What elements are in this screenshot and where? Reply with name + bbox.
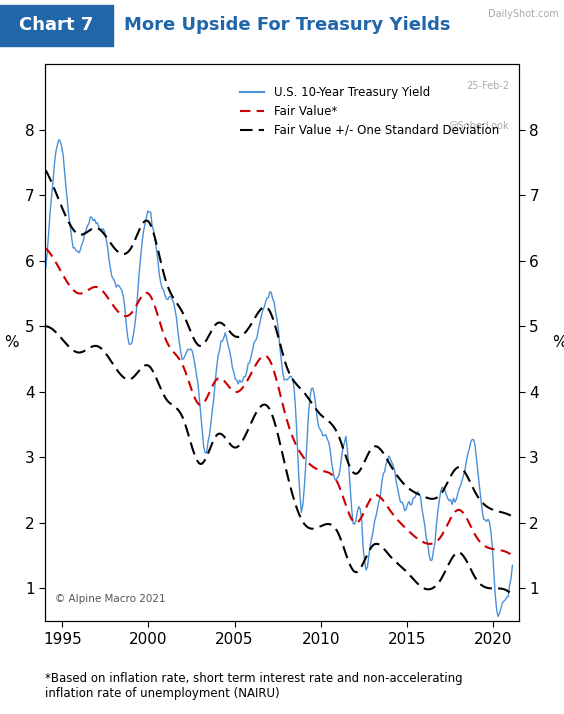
Text: Chart 7: Chart 7 — [19, 16, 94, 34]
Text: 25-Feb-2: 25-Feb-2 — [466, 81, 509, 91]
FancyBboxPatch shape — [0, 5, 113, 46]
Text: @SoberLook: @SoberLook — [449, 120, 509, 130]
Text: More Upside For Treasury Yields: More Upside For Treasury Yields — [124, 16, 451, 34]
Y-axis label: %: % — [4, 335, 19, 351]
Legend: U.S. 10-Year Treasury Yield, Fair Value*, Fair Value +/- One Standard Deviation: U.S. 10-Year Treasury Yield, Fair Value*… — [236, 81, 504, 141]
Y-axis label: %: % — [553, 335, 564, 351]
Text: © Alpine Macro 2021: © Alpine Macro 2021 — [55, 595, 165, 605]
Text: *Based on inflation rate, short term interest rate and non-accelerating
inflatio: *Based on inflation rate, short term int… — [45, 672, 462, 700]
Text: DailyShot.com: DailyShot.com — [488, 9, 558, 19]
